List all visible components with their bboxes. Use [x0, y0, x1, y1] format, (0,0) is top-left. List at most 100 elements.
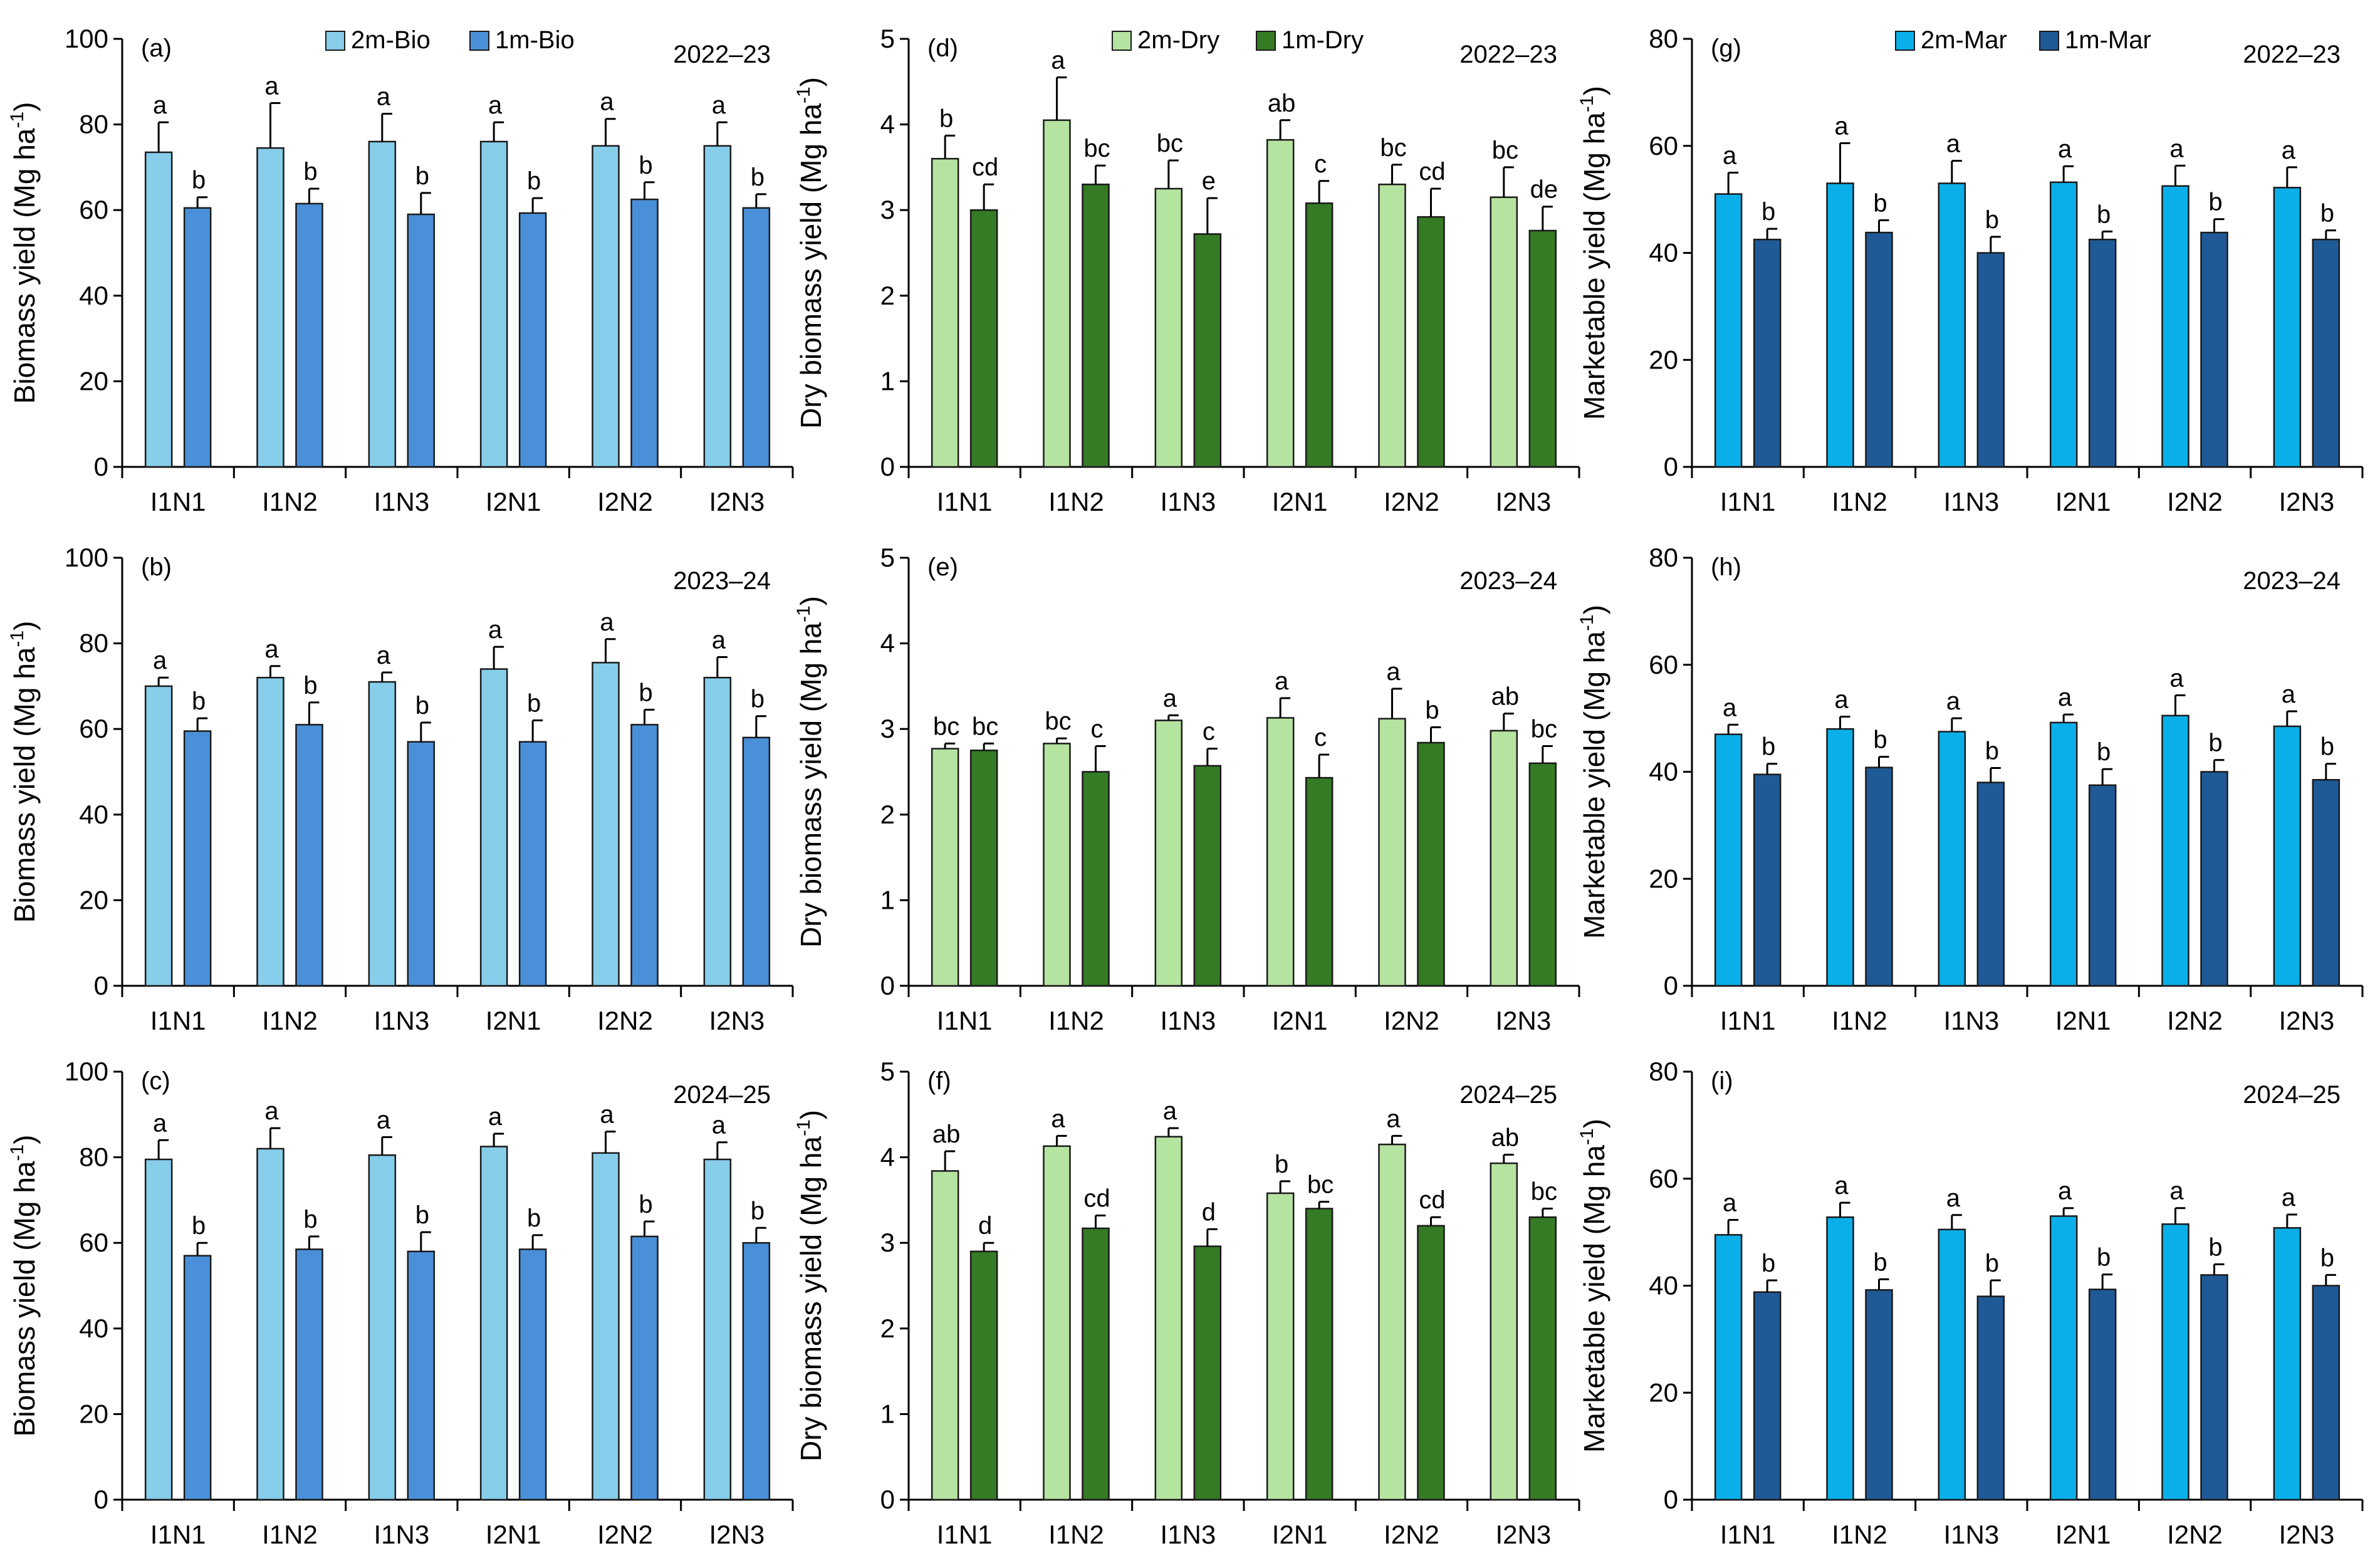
y-tick-label: 60 [79, 1228, 108, 1257]
bar-2m-Mar-I1N1 [1714, 193, 1743, 468]
bar-2m-Dry-I1N2 [1043, 119, 1071, 468]
year-label: 2023–24 [1459, 567, 1557, 595]
y-tick-label: 20 [79, 366, 108, 395]
x-tick-label: I2N3 [2278, 1520, 2334, 1549]
significance-letter: b [639, 152, 652, 179]
x-tick-label: I2N2 [1384, 1006, 1439, 1035]
x-tick-label: I1N1 [1720, 487, 1776, 516]
significance-letter: b [527, 690, 541, 718]
x-tick-label: I1N2 [1048, 1006, 1104, 1035]
x-tick-label: I2N2 [597, 1006, 653, 1035]
y-tick-label: 1 [880, 366, 895, 395]
bar-1m-Mar-I2N3 [2312, 1285, 2341, 1501]
legend-label: 2m-Dry [1137, 26, 1219, 54]
bar-2m-Bio-I1N1 [144, 1158, 173, 1501]
bar-2m-Mar-I1N3 [1938, 182, 1966, 468]
significance-letter: a [600, 88, 614, 116]
bar-2m-Bio-I1N2 [256, 1147, 284, 1501]
significance-letter: cd [1083, 1184, 1110, 1212]
significance-letter: b [751, 1197, 765, 1225]
bar-2m-Bio-I1N2 [256, 676, 284, 987]
legend-swatch-1m-Dry [1256, 31, 1276, 51]
bar-2m-Dry-I1N1 [931, 1170, 959, 1501]
bar-1m-Dry-I2N1 [1305, 776, 1334, 987]
x-tick-label: I2N1 [1272, 487, 1328, 516]
significance-letter: b [1762, 1250, 1775, 1277]
y-tick-label: 40 [79, 800, 108, 829]
significance-letter: a [1946, 687, 1961, 715]
y-axis-label-main: Marketable yield (Mg ha [1578, 112, 1610, 420]
y-tick-label: 2 [880, 800, 895, 829]
y-tick-label: 5 [880, 1057, 895, 1086]
y-tick-label: 3 [880, 1228, 895, 1257]
significance-letter: a [1723, 142, 1737, 169]
y-axis-label-end: ) [795, 77, 827, 86]
x-tick-label: I1N2 [1048, 1520, 1104, 1549]
legend-swatch-2m-Mar [1895, 31, 1915, 51]
bar-1m-Dry-I2N2 [1417, 741, 1445, 987]
significance-letter: a [1834, 1172, 1849, 1200]
significance-letter: a [1723, 1189, 1737, 1216]
significance-letter: a [264, 635, 279, 663]
significance-letter: b [751, 686, 765, 713]
significance-letter: c [1314, 150, 1327, 178]
bar-2m-Dry-I2N1 [1266, 717, 1295, 987]
y-tick-label: 0 [1664, 1485, 1678, 1514]
legend-swatch-2m-Bio [325, 31, 345, 51]
bar-1m-Dry-I1N1 [969, 1250, 998, 1501]
bar-2m-Bio-I1N1 [144, 151, 173, 468]
y-axis-label-main: Dry biomass yield (Mg ha [795, 622, 827, 948]
significance-letter: b [415, 162, 429, 190]
x-tick-label: I1N3 [1160, 1520, 1216, 1549]
y-axis-label-main: Biomass yield (Mg ha [8, 1161, 41, 1436]
significance-letter: a [1051, 46, 1065, 74]
x-tick-label: I2N2 [1384, 487, 1439, 516]
bar-1m-Mar-I1N2 [1865, 766, 1893, 987]
significance-letter: ab [932, 1121, 961, 1148]
bar-2m-Mar-I2N1 [2049, 181, 2078, 468]
significance-letter: a [712, 91, 726, 119]
x-tick-label: I2N2 [2167, 1006, 2223, 1035]
x-tick-label: I2N2 [2167, 1520, 2223, 1549]
bar-2m-Dry-I2N3 [1490, 729, 1518, 987]
y-tick-label: 60 [79, 195, 108, 224]
y-tick-label: 60 [79, 714, 108, 743]
x-tick-label: I2N2 [597, 1520, 653, 1549]
significance-letter: b [2097, 201, 2111, 228]
legend-label: 2m-Bio [351, 26, 431, 54]
legend-label: 1m-Bio [495, 26, 575, 54]
panel-label: (e) [927, 553, 958, 581]
significance-letter: a [712, 626, 726, 654]
significance-letter: de [1530, 176, 1558, 204]
y-tick-label: 60 [1649, 650, 1678, 679]
x-tick-label: I2N3 [2278, 1006, 2334, 1035]
x-tick-label: I1N3 [1943, 487, 1999, 516]
significance-letter: b [1873, 189, 1887, 217]
panel-a: 0 20 40 60 80 100 I1N1 I1N2 I1N3 I2N1 I2N2 I2N3 Biom… [7, 24, 794, 516]
bar-2m-Dry-I2N2 [1378, 1143, 1406, 1501]
significance-letter: b [1873, 1248, 1887, 1276]
y-tick-label: 60 [1649, 1164, 1678, 1193]
x-tick-label: I1N2 [262, 1006, 318, 1035]
significance-letter: b [639, 1191, 652, 1218]
y-tick-label: 20 [79, 885, 108, 914]
significance-letter: a [153, 91, 167, 119]
x-tick-label: I1N2 [1832, 487, 1887, 516]
significance-letter: d [978, 1212, 992, 1240]
panel-b: 0 20 40 60 80 100 I1N1 I1N2 I1N3 I2N1 I2N2 I2N3 Biom… [7, 543, 794, 1035]
bar-1m-Mar-I2N2 [2200, 1274, 2228, 1501]
bar-2m-Mar-I1N2 [1826, 1216, 1854, 1501]
bar-1m-Dry-I1N1 [969, 209, 998, 468]
significance-letter: cd [1419, 158, 1445, 186]
x-tick-label: I1N3 [1160, 487, 1216, 516]
panel-label: (h) [1711, 553, 1741, 581]
significance-letter: b [415, 692, 429, 719]
x-tick-label: I1N3 [1943, 1006, 1999, 1035]
y-tick-label: 40 [1649, 238, 1678, 268]
significance-letter: a [1946, 1184, 1961, 1212]
bar-1m-Mar-I1N1 [1753, 773, 1782, 987]
significance-letter: b [2208, 729, 2222, 757]
y-axis-label: Marketable yield (Mg ha-1) [1577, 86, 1610, 420]
significance-letter: a [1946, 130, 1961, 158]
